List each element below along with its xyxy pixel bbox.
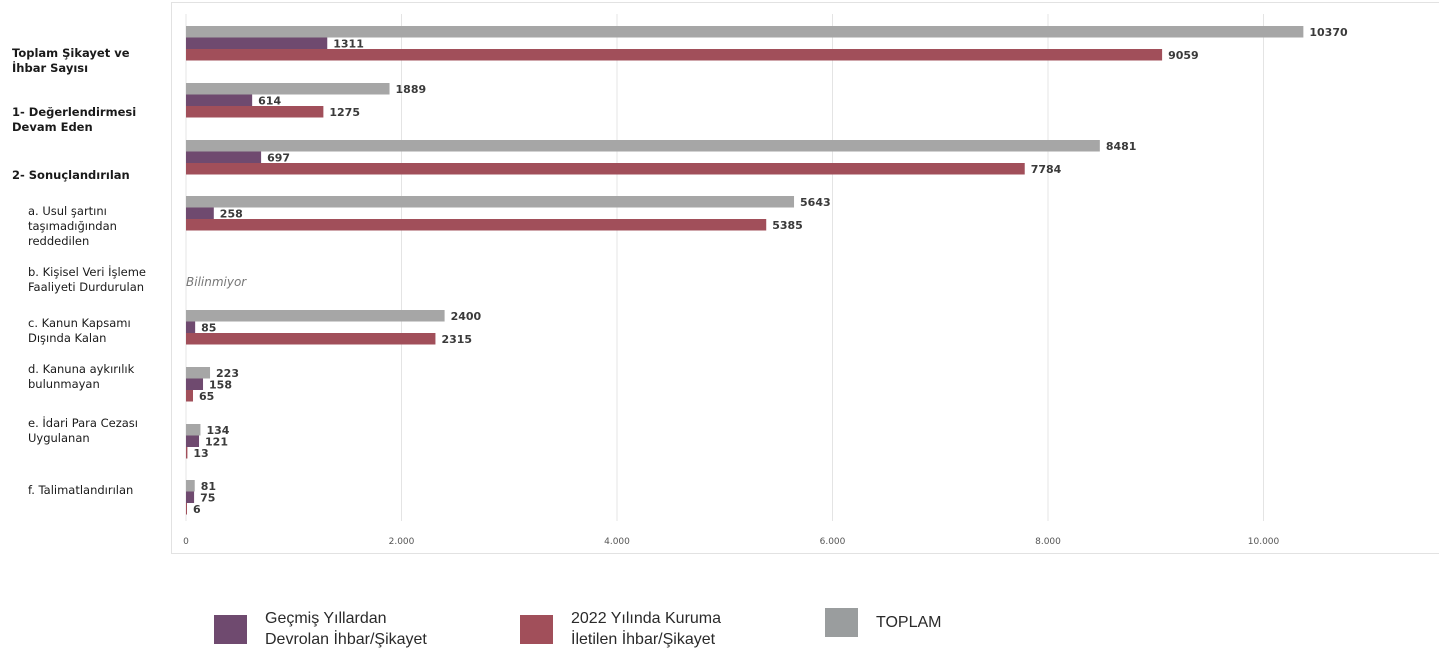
- bar-cat6-series2: [186, 390, 194, 402]
- category-label-ongoing: 1- Değerlendirmesi Devam Eden: [12, 105, 137, 134]
- x-tick-label-2: 4.000: [604, 537, 630, 547]
- bar-cat6-series1: [186, 378, 204, 390]
- legend-label-previous-years: Geçmiş Yıllardan Devrolan İhbar/Şikayet: [265, 610, 427, 648]
- data-label-cat5-series2: 2315: [441, 333, 472, 346]
- bar-cat5-series0: [186, 310, 445, 322]
- category-label-total: Toplam Şikayet ve İhbar Sayısı: [12, 46, 130, 75]
- data-label-cat3-series2: 5385: [772, 219, 803, 232]
- x-tick-label-1: 2.000: [389, 537, 415, 547]
- bar-cat0-series2: [186, 49, 1163, 61]
- data-label-cat6-series0: 223: [216, 367, 239, 380]
- category-axis-labels: Toplam Şikayet ve İhbar Sayısı 1- Değerl…: [0, 0, 175, 560]
- category-label-rejected-procedure: a. Usul şartını taşımadığından reddedile…: [28, 204, 117, 248]
- category-label-processing-stopped: b. Kişisel Veri İşleme Faaliyeti Durduru…: [28, 265, 147, 294]
- category-label-no-violation: d. Kanuna aykırılık bulunmayan: [28, 362, 135, 391]
- bar-cat8-series0: [186, 480, 195, 492]
- data-label-cat5-series1: 85: [201, 321, 216, 334]
- bar-cat2-series0: [186, 140, 1100, 152]
- bar-cat2-series1: [186, 151, 262, 163]
- data-label-cat1-series2: 1275: [329, 106, 360, 119]
- annotation-note-0: Bilinmiyor: [186, 275, 247, 289]
- data-label-cat2-series0: 8481: [1106, 140, 1137, 153]
- bar-cat0-series1: [186, 37, 328, 49]
- legend-item-2022: 2022 Yılında Kuruma İletilen İhbar/Şikay…: [520, 608, 721, 650]
- plot-area-frame: [171, 2, 1439, 554]
- data-label-cat6-series1: 158: [209, 378, 232, 391]
- x-tick-label-4: 8.000: [1035, 537, 1061, 547]
- x-tick-label-0: 0: [183, 537, 189, 547]
- bar-cat6-series0: [186, 367, 211, 379]
- data-label-cat8-series1: 75: [200, 491, 215, 504]
- bar-cat3-series0: [186, 196, 795, 208]
- data-label-cat0-series0: 10370: [1309, 26, 1348, 39]
- data-label-cat1-series0: 1889: [396, 83, 427, 96]
- category-label-admin-fine: e. İdari Para Cezası Uygulanan: [28, 416, 138, 445]
- data-label-cat2-series1: 697: [267, 151, 290, 164]
- bar-cat5-series1: [186, 321, 196, 333]
- data-label-cat0-series1: 1311: [333, 37, 364, 50]
- data-label-cat8-series2: 6: [193, 503, 201, 516]
- data-label-cat7-series1: 121: [205, 435, 228, 448]
- data-label-cat3-series1: 258: [220, 207, 243, 220]
- legend-item-total: TOPLAM: [825, 608, 942, 637]
- bar-cat1-series0: [186, 83, 390, 95]
- bar-chart: 0 2.000 4.000 6.000 8.000 10.000 10370 1311 9059…: [183, 14, 1348, 547]
- bar-cat0-series0: [186, 26, 1304, 38]
- bar-cat3-series1: [186, 207, 214, 219]
- legend-label-total: TOPLAM: [876, 614, 942, 631]
- chart-legend: Geçmiş Yıllardan Devrolan İhbar/Şikayet …: [0, 600, 1000, 656]
- data-label-cat5-series0: 2400: [451, 310, 482, 323]
- legend-swatch-previous-years: [214, 614, 247, 644]
- category-label-instructed: f. Talimatlandırılan: [28, 483, 134, 497]
- category-label-concluded: 2- Sonuçlandırılan: [12, 168, 130, 182]
- bar-cat7-series0: [186, 424, 201, 436]
- data-label-cat8-series0: 81: [201, 480, 216, 493]
- bar-cat8-series2: [186, 503, 187, 515]
- legend-swatch-2022: [520, 614, 553, 644]
- data-label-cat6-series2: 65: [199, 390, 214, 403]
- data-label-cat0-series2: 9059: [1168, 49, 1199, 62]
- bar-cat8-series1: [186, 491, 195, 503]
- x-tick-label-5: 10.000: [1248, 537, 1280, 547]
- category-label-out-of-scope: c. Kanun Kapsamı Dışında Kalan: [28, 316, 131, 345]
- legend-item-previous-years: Geçmiş Yıllardan Devrolan İhbar/Şikayet: [214, 608, 427, 650]
- legend-swatch-total: [825, 608, 858, 637]
- bar-cat2-series2: [186, 163, 1025, 175]
- data-label-cat7-series0: 134: [206, 424, 229, 437]
- data-label-cat7-series2: 13: [193, 447, 208, 460]
- bar-cat5-series2: [186, 333, 436, 345]
- bar-cat1-series1: [186, 94, 253, 106]
- data-label-cat2-series2: 7784: [1031, 163, 1062, 176]
- bar-cat7-series2: [186, 447, 188, 459]
- bar-cat7-series1: [186, 435, 200, 447]
- legend-label-2022: 2022 Yılında Kuruma İletilen İhbar/Şikay…: [571, 610, 722, 648]
- data-label-cat3-series0: 5643: [800, 196, 831, 209]
- data-label-cat1-series1: 614: [258, 94, 281, 107]
- bar-cat1-series2: [186, 106, 324, 118]
- bar-cat3-series2: [186, 219, 767, 231]
- x-tick-label-3: 6.000: [820, 537, 846, 547]
